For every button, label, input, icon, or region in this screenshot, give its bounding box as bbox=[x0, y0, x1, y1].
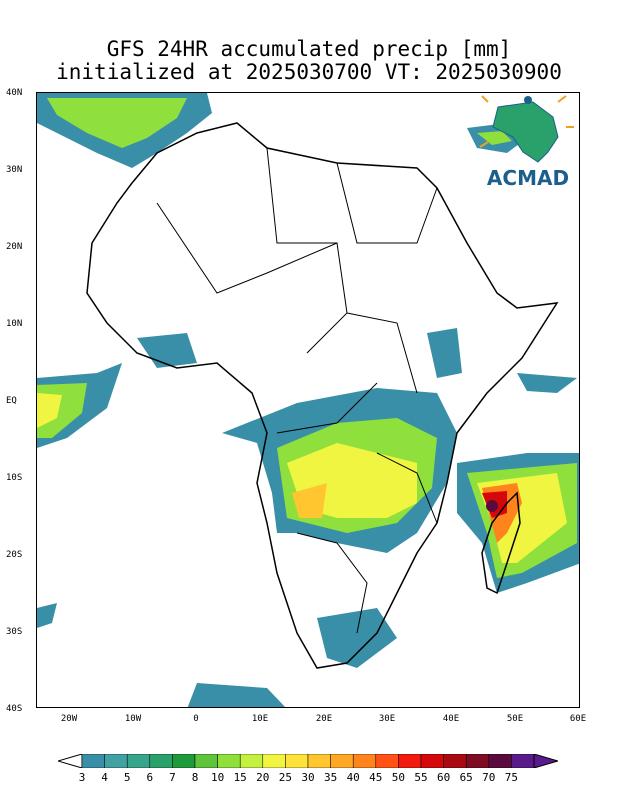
colorbar-label: 8 bbox=[191, 771, 199, 784]
colorbar-label: 35 bbox=[323, 771, 338, 784]
y-tick-label: 40N bbox=[6, 88, 23, 98]
colorbar-min-arrow bbox=[58, 754, 83, 768]
colorbar-label: 50 bbox=[391, 771, 406, 784]
colorbar-label: 55 bbox=[414, 771, 428, 784]
y-tick-label: 30N bbox=[6, 165, 23, 175]
x-tick-label: 0 bbox=[193, 714, 199, 724]
colorbar-swatch bbox=[149, 754, 173, 768]
colorbar-swatch bbox=[262, 754, 286, 768]
x-tick-label: 20W bbox=[60, 714, 78, 724]
x-tick-label: 30E bbox=[378, 714, 396, 724]
precip-map bbox=[36, 92, 580, 708]
x-tick-label: 10E bbox=[251, 714, 269, 724]
precip-map-canvas bbox=[37, 93, 579, 707]
africa-coastline bbox=[86, 122, 559, 669]
colorbar-label: 15 bbox=[233, 771, 247, 784]
colorbar-swatch bbox=[398, 754, 422, 768]
colorbar bbox=[58, 754, 558, 768]
colorbar-label: 6 bbox=[146, 771, 154, 784]
acmad-logo-text: ACMAD bbox=[486, 166, 570, 190]
colorbar-swatch bbox=[488, 754, 512, 768]
colorbar-swatch bbox=[420, 754, 444, 768]
colorbar-swatch bbox=[443, 754, 467, 768]
colorbar-label: 4 bbox=[101, 771, 108, 784]
x-tick-label: 40E bbox=[442, 714, 460, 724]
colorbar-swatch bbox=[307, 754, 331, 768]
colorbar-label: 25 bbox=[278, 771, 293, 784]
colorbar-label: 10 bbox=[210, 771, 225, 784]
y-tick-label: 10S bbox=[6, 473, 23, 483]
colorbar-label: 70 bbox=[482, 771, 496, 784]
colorbar-swatch bbox=[81, 754, 105, 768]
colorbar-swatch bbox=[375, 754, 399, 768]
colorbar-swatch bbox=[239, 754, 264, 768]
colorbar-swatch bbox=[465, 754, 490, 768]
colorbar-label: 30 bbox=[301, 771, 315, 784]
colorbar-label: 20 bbox=[256, 771, 270, 784]
colorbar-label: 60 bbox=[436, 771, 451, 784]
colorbar-swatch bbox=[126, 754, 151, 768]
map-title-line2: initialized at 2025030700 VT: 2025030900 bbox=[56, 60, 562, 84]
colorbar-swatch bbox=[104, 754, 128, 768]
colorbar-label: 40 bbox=[346, 771, 360, 784]
colorbar-label: 3 bbox=[78, 771, 86, 784]
madagascar-outline bbox=[481, 491, 521, 595]
colorbar-swatch bbox=[352, 754, 377, 768]
colorbar-swatch bbox=[285, 754, 309, 768]
map-title-line1: GFS 24HR accumulated precip [mm] bbox=[106, 37, 512, 61]
colorbar-swatch bbox=[217, 754, 241, 768]
y-tick-label: 30S bbox=[6, 627, 23, 637]
colorbar-label: 7 bbox=[169, 771, 176, 784]
colorbar-swatch bbox=[194, 754, 218, 768]
colorbar-label: 65 bbox=[459, 771, 473, 784]
acmad-africa-logo-icon bbox=[479, 95, 574, 163]
y-tick-label: 10N bbox=[6, 319, 23, 329]
colorbar-label: 45 bbox=[369, 771, 383, 784]
x-tick-label: 20E bbox=[315, 714, 333, 724]
x-tick-label: 10W bbox=[124, 714, 142, 724]
colorbar-label: 75 bbox=[504, 771, 519, 784]
y-tick-label: 40S bbox=[6, 704, 23, 714]
colorbar-swatch bbox=[172, 754, 196, 768]
x-tick-label: 60E bbox=[569, 714, 587, 724]
colorbar-swatch bbox=[511, 754, 535, 768]
x-tick-label: 50E bbox=[506, 714, 524, 724]
y-tick-label: 20N bbox=[6, 242, 23, 252]
y-tick-label: 20S bbox=[6, 550, 23, 560]
colorbar-max-arrow bbox=[533, 754, 558, 768]
colorbar-label: 5 bbox=[123, 771, 131, 784]
y-tick-label: EQ bbox=[6, 396, 17, 406]
colorbar-swatch bbox=[330, 754, 354, 768]
